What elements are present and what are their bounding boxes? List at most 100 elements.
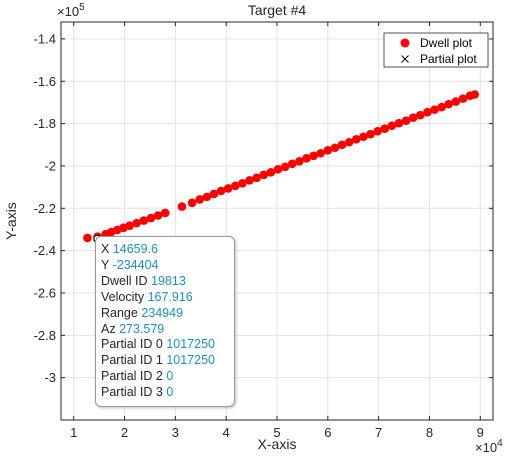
dwell-point[interactable] xyxy=(430,105,439,114)
datatip-value: 19813 xyxy=(151,273,186,288)
dwell-point[interactable] xyxy=(146,213,156,223)
dwell-point[interactable] xyxy=(394,118,404,128)
dwell-point[interactable] xyxy=(423,107,432,117)
datatip-value: 1017250 xyxy=(166,337,215,352)
datatip-label: Partial ID 3 xyxy=(101,385,163,400)
dwell-point[interactable] xyxy=(451,97,461,106)
x-tick-label: 4 xyxy=(223,425,230,440)
y-exponent-label: ×105 xyxy=(57,2,85,19)
y-tick-label: -2.2 xyxy=(34,201,56,216)
y-exponent-power: 5 xyxy=(79,2,85,13)
x-tick-label: 6 xyxy=(324,425,331,440)
x-exponent-base: ×10 xyxy=(475,440,497,455)
dwell-point[interactable] xyxy=(287,159,297,169)
dwell-point[interactable] xyxy=(337,140,347,150)
dwell-point[interactable] xyxy=(416,110,425,120)
legend-box xyxy=(383,32,489,68)
dwell-point[interactable] xyxy=(295,157,304,166)
legend-dwell-label: Dwell plot xyxy=(420,36,473,50)
datatip-value: 0 xyxy=(166,385,174,400)
dwell-point[interactable] xyxy=(309,151,318,161)
dwell-point[interactable] xyxy=(351,134,361,144)
datatip-row: X 14659.6 xyxy=(101,242,234,258)
datatip-value: 273.579 xyxy=(119,321,165,336)
dwell-point[interactable] xyxy=(125,221,134,230)
dwell-point[interactable] xyxy=(359,132,368,142)
dwell-point[interactable] xyxy=(437,102,446,112)
datatip-value: 234949 xyxy=(141,305,184,320)
dwell-point[interactable] xyxy=(401,116,411,125)
dwell-point[interactable] xyxy=(259,170,269,180)
y-tick-label: -3 xyxy=(44,370,56,385)
dwell-point[interactable] xyxy=(209,189,219,199)
y-tick-label: -1.4 xyxy=(34,31,56,46)
legend-dwell-marker xyxy=(400,38,410,48)
x-tick-label: 2 xyxy=(121,425,128,440)
y-exponent-base: ×10 xyxy=(57,4,79,19)
dwell-point[interactable] xyxy=(195,195,205,204)
y-tick-label: -2 xyxy=(44,158,56,173)
datatip-row: Az 273.579 xyxy=(101,322,234,338)
datatip-row: Range 234949 xyxy=(101,306,234,322)
datatip-value: 0 xyxy=(166,369,174,384)
dwell-point[interactable] xyxy=(458,94,468,103)
dwell-point[interactable] xyxy=(238,179,247,188)
legend[interactable]: Dwell plot Partial plot xyxy=(383,32,489,68)
dwell-point[interactable] xyxy=(444,99,454,109)
dwell-point[interactable] xyxy=(216,186,226,196)
dwell-point[interactable] xyxy=(330,143,340,153)
y-tick-label: -2.4 xyxy=(34,243,56,258)
dwell-point[interactable] xyxy=(153,211,163,220)
dwell-point[interactable] xyxy=(139,216,149,225)
dwell-point[interactable] xyxy=(316,148,326,158)
dwell-point[interactable] xyxy=(387,121,397,131)
dwell-point[interactable] xyxy=(83,233,92,243)
datatip-label: Y xyxy=(101,257,110,272)
dwell-point[interactable] xyxy=(231,181,240,191)
dwell-point[interactable] xyxy=(273,165,283,174)
datatip-row: Partial ID 0 1017250 xyxy=(101,337,234,353)
datatip-label: Velocity xyxy=(101,289,145,304)
dwell-point[interactable] xyxy=(408,113,418,122)
dwell-point[interactable] xyxy=(344,137,354,147)
dwell-point[interactable] xyxy=(252,173,261,183)
dwell-point[interactable] xyxy=(245,176,254,185)
datatip-row: Partial ID 3 0 xyxy=(101,385,234,401)
datatip[interactable]: X 14659.6 Y -234404 Dwell ID 19813 Velocity… xyxy=(95,236,235,407)
x-tick-label: 9 xyxy=(477,425,484,440)
x-tick-label: 3 xyxy=(172,425,179,440)
datatip-label: Range xyxy=(101,305,138,320)
dwell-point[interactable] xyxy=(380,124,390,133)
dwell-point[interactable] xyxy=(323,145,333,155)
dwell-point[interactable] xyxy=(302,154,311,163)
datatip-row: Partial ID 1 1017250 xyxy=(101,353,234,369)
datatip-value: 167.916 xyxy=(147,289,193,304)
dwell-point[interactable] xyxy=(187,198,197,208)
datatip-label: Dwell ID xyxy=(101,273,148,288)
dwell-point[interactable] xyxy=(160,208,170,218)
datatip-row: Dwell ID 19813 xyxy=(101,274,234,290)
datatip-row: Velocity 167.916 xyxy=(101,290,234,306)
dwell-point[interactable] xyxy=(373,126,382,136)
x-tick-label: 7 xyxy=(375,425,382,440)
datatip-label: Partial ID 0 xyxy=(101,337,163,352)
dwell-point[interactable] xyxy=(266,168,276,177)
dwell-point[interactable] xyxy=(132,218,142,228)
datatip-label: Partial ID 1 xyxy=(101,353,163,368)
dwell-point[interactable] xyxy=(223,184,233,193)
dwell-point[interactable] xyxy=(280,162,290,172)
dwell-point[interactable] xyxy=(202,192,212,202)
dwell-point[interactable] xyxy=(177,202,187,211)
datatip-row: Y -234404 xyxy=(101,258,234,274)
dwell-point[interactable] xyxy=(366,129,375,139)
dwell-point[interactable] xyxy=(470,90,480,99)
datatip-label: X xyxy=(101,242,110,256)
y-tick-label: -2.8 xyxy=(34,328,56,343)
tick-layer: 1 2 3 4 5 6 7 8 9 -1.4 -1.6 -1.8 -2 -2.2 -2.4 -2.6 -2.8 -… xyxy=(34,22,493,440)
datatip-value: -234404 xyxy=(112,257,159,272)
x-exponent-label: ×104 xyxy=(475,438,503,455)
datatip-row: Partial ID 2 0 xyxy=(101,369,234,385)
legend-partial-label: Partial plot xyxy=(420,52,477,66)
